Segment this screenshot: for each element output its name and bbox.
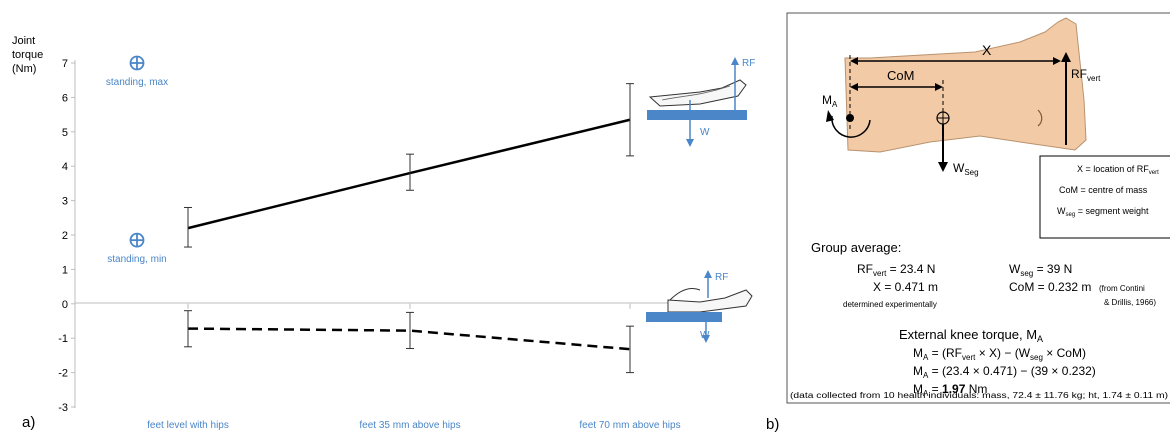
torque-equation-1: MA = (RFvert × X) − (Wseg × CoM) [913, 346, 1086, 362]
com-distance-label: CoM [887, 68, 914, 83]
y-tick-label: -3 [58, 402, 68, 414]
com-source-line1: (from Contini [1099, 284, 1145, 293]
panel-b-label: b) [766, 416, 779, 433]
y-axis-label-line1: Joint [12, 35, 35, 47]
rf-label-lower: RF [715, 272, 728, 283]
category-label: feet 35 mm above hips [359, 420, 460, 431]
wseg-value: Wseg = 39 N [1009, 262, 1072, 278]
y-tick-label: 3 [62, 196, 68, 208]
legend-x: X = location of RFvert [1077, 164, 1159, 176]
y-tick-label: 7 [62, 58, 68, 70]
y-tick-label: 4 [62, 161, 68, 173]
supine-leg-illustration-upper: RF W [647, 57, 755, 147]
knee-torque-panel-b: X CoM MA WSeg RFvert X = location of RFv… [786, 12, 1170, 404]
legend-com: CoM = centre of mass [1059, 185, 1148, 195]
category-label: feet 70 mm above hips [579, 420, 680, 431]
y-tick-label: -2 [58, 368, 68, 380]
y-axis-label-line3: (Nm) [12, 63, 36, 75]
rf-vert-label: RFvert [1071, 67, 1101, 83]
panel-a-label: a) [22, 414, 35, 431]
rf-vert-value: RFvert = 23.4 N [857, 262, 935, 278]
torque-equation-2: MA = (23.4 × 0.471) − (39 × 0.232) [913, 364, 1096, 380]
y-tick-labels: -3 -2 -1 0 1 2 3 4 5 6 7 [58, 58, 75, 414]
panel-b-legend-box [1039, 155, 1170, 239]
y-tick-label: 5 [62, 127, 68, 139]
series-line-solid [187, 118, 631, 230]
bed-block-upper [647, 110, 747, 120]
category-labels: feet level with hips feet 35 mm above hip… [147, 420, 680, 431]
x-tick-marks [187, 303, 631, 309]
ma-label: MA [822, 93, 838, 109]
chart-panel-a: Joint torque (Nm) -3 -2 -1 0 1 2 3 4 5 6 7 feet le… [12, 35, 755, 431]
y-axis-label-line2: torque [12, 49, 43, 61]
determined-note: determined experimentally [843, 300, 937, 309]
data-footnote: (data collected from 10 health individua… [790, 391, 1168, 400]
external-torque-heading: External knee torque, MA [899, 327, 1043, 344]
supine-leg-illustration-lower: RF W [646, 270, 753, 343]
torque-equation-3: MA = 1.97 Nm [913, 382, 987, 398]
y-tick-label: 1 [62, 264, 68, 276]
x-distance-label: X [982, 42, 992, 58]
reference-points: standing, max standing, min [106, 55, 168, 265]
y-tick-label: 2 [62, 230, 68, 242]
com-source-line2: & Drillis, 1966) [1104, 298, 1156, 307]
bed-block-lower [646, 312, 722, 322]
y-tick-label: 6 [62, 92, 68, 104]
series-group [184, 83, 634, 374]
reference-label: standing, max [106, 77, 168, 88]
series-line-dashed [187, 327, 631, 351]
legend-wseg: Wseg = segment weight [1057, 206, 1149, 218]
w-label-lower: W [700, 330, 710, 341]
wseg-label: WSeg [953, 161, 979, 177]
y-tick-label: 0 [62, 299, 68, 311]
rf-label-upper: RF [742, 58, 755, 69]
category-label: feet level with hips [147, 420, 229, 431]
com-value: CoM = 0.232 m [1009, 280, 1091, 294]
group-average-heading: Group average: [811, 240, 901, 255]
reference-label: standing, min [107, 254, 166, 265]
lower-leg-shape [844, 17, 1087, 153]
x-value: X = 0.471 m [873, 280, 938, 294]
w-label-upper: W [700, 127, 710, 138]
y-tick-label: -1 [58, 333, 68, 345]
